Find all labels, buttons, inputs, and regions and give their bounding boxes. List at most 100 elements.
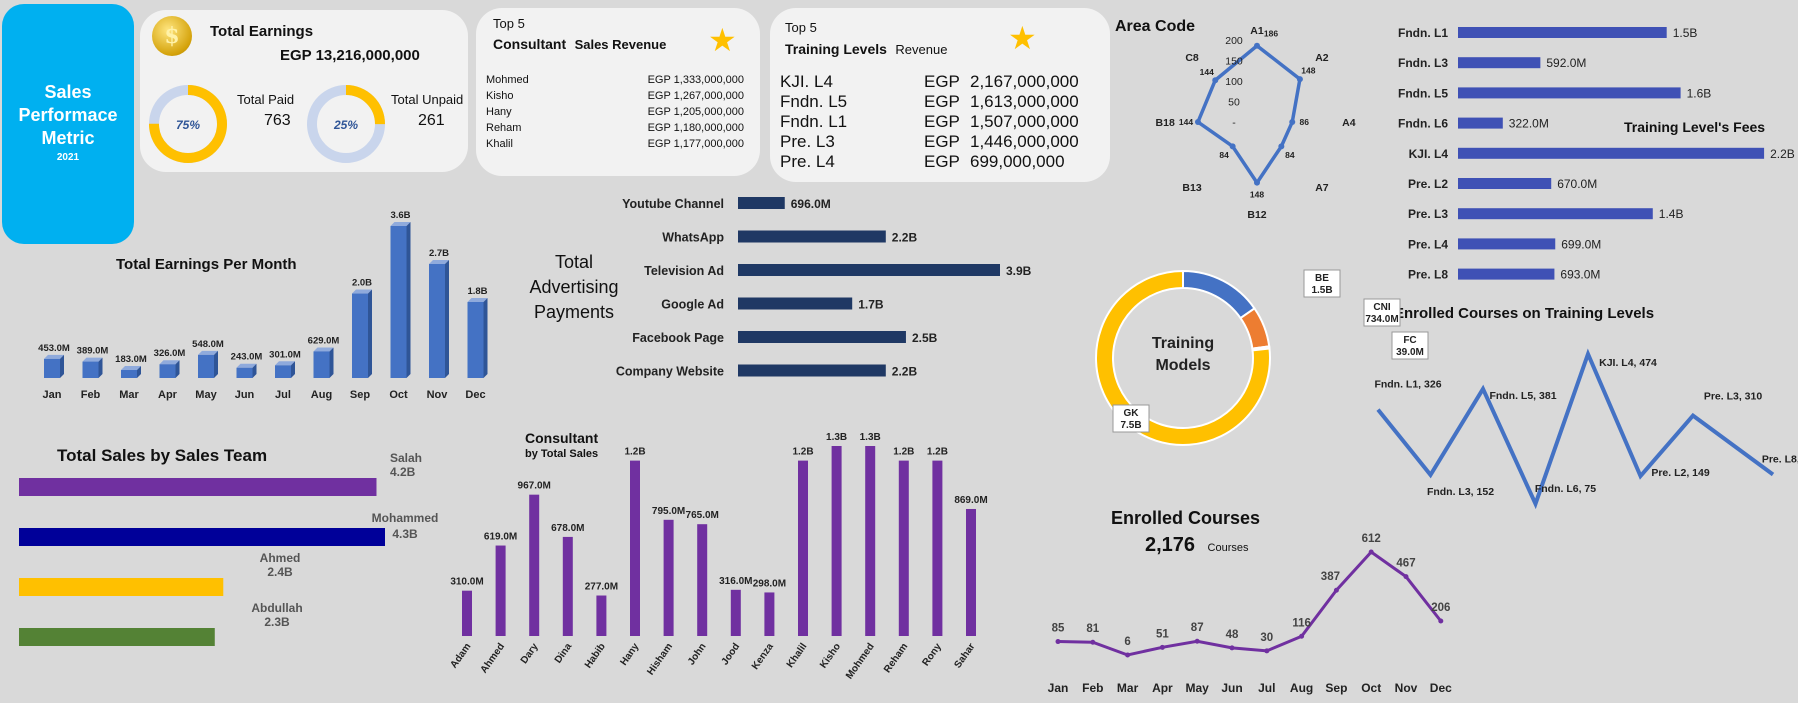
consultant-value: EGP 1,177,000,000 <box>647 138 744 150</box>
data-label: Fndn. L1, 326 <box>1374 379 1441 391</box>
tick-label: Jood <box>720 641 743 667</box>
bar <box>738 364 886 377</box>
title-line-3: Metric <box>41 128 95 148</box>
tick-label: Sep <box>1325 681 1347 695</box>
level-currency: EGP <box>924 152 960 171</box>
tick-label: A1 <box>1250 25 1264 37</box>
data-label: 1.3B <box>826 432 847 443</box>
axis-tick: - <box>1232 117 1236 129</box>
tick-label: Feb <box>1082 681 1103 695</box>
bar <box>932 460 943 636</box>
consultant-sales-title: Consultant by Total Sales <box>525 430 598 460</box>
bar <box>529 494 540 636</box>
data-point <box>1403 574 1409 580</box>
list-item: Mohmed EGP 1,333,000,000 <box>486 74 744 90</box>
title-year: 2021 <box>56 152 80 163</box>
bar-top <box>390 222 411 226</box>
data-label: 84 <box>1285 150 1295 160</box>
bar <box>313 351 330 378</box>
data-label: 81 <box>1086 623 1099 635</box>
level-value: 1,446,000,000 <box>970 132 1079 151</box>
tick-label: Mar <box>119 389 139 401</box>
bar-side <box>175 360 180 378</box>
tick-label: Mohmed <box>844 641 877 681</box>
tick-label: Jun <box>1221 681 1242 695</box>
bar <box>798 460 808 636</box>
tick-label: Pre. L8 <box>1408 268 1448 282</box>
consultant-name: Reham <box>486 122 522 134</box>
tick-label: Feb <box>81 389 101 401</box>
tick-label: Oct <box>1361 681 1381 695</box>
bar <box>966 508 976 636</box>
bar <box>495 545 506 636</box>
advertising-title-2: Advertising <box>529 277 619 297</box>
data-label: 3.6B <box>390 210 410 221</box>
area-code-title: Area Code <box>1115 18 1196 35</box>
data-label: 670.0M <box>1557 177 1597 191</box>
bar <box>1458 117 1503 129</box>
top-training-title: Training Levels Revenue <box>785 41 947 59</box>
enrolled-training-chart: Fndn. L1, 326 Fndn. L3, 152 Fndn. L5, 381 F… <box>1374 348 1798 510</box>
legend-label: GK <box>1124 408 1140 419</box>
data-label: 1.8B <box>467 286 487 297</box>
enrolled-courses-title: Enrolled Courses <box>1111 508 1261 528</box>
data-label-box <box>1303 269 1341 298</box>
bar <box>275 365 291 378</box>
consultant-sales-title-1: Consultant <box>525 430 599 446</box>
bar <box>1458 208 1653 220</box>
bar-top <box>159 360 180 365</box>
advertising-title-1: Total <box>554 252 594 272</box>
bar-top <box>44 354 64 359</box>
top-training-list: KJI. L4 EGP 2,167,000,000 Fndn. L5 EGP 1,613… <box>780 72 1100 172</box>
title-line-2: Performace <box>18 105 118 125</box>
data-label: 1.2B <box>927 447 948 458</box>
bar <box>738 297 853 310</box>
tick-label: Mohammed <box>372 511 439 525</box>
bar-top <box>429 260 449 264</box>
bar <box>1458 147 1765 159</box>
paid-value: 763 <box>264 112 291 129</box>
data-label: 87 <box>1191 622 1204 634</box>
level-name: Fndn. L5 <box>780 92 848 111</box>
level-value: 699,000,000 <box>970 152 1065 171</box>
bar <box>82 361 99 378</box>
tick-label: Jan <box>43 389 62 401</box>
unpaid-label: Total Unpaid <box>391 92 464 107</box>
tick-label: B12 <box>1247 209 1266 221</box>
bar <box>1458 238 1556 250</box>
data-label: 186 <box>1264 29 1278 39</box>
data-label: 795.0M <box>652 506 685 517</box>
data-point <box>1254 42 1260 49</box>
top-consultants-list: Mohmed EGP 1,333,000,000 Kisho EGP 1,267,0… <box>486 74 744 154</box>
list-item: Fndn. L5 EGP 1,613,000,000 <box>780 92 1100 112</box>
data-label: 6 <box>1124 636 1130 648</box>
data-point <box>1194 119 1201 125</box>
bar <box>738 331 906 343</box>
bar <box>738 264 1000 276</box>
data-label: 1.3B <box>860 432 881 443</box>
top-consultants-top: Top 5 <box>493 16 525 31</box>
tick-label: John <box>686 641 709 667</box>
tick-label: KJI. L4 <box>1409 147 1449 161</box>
bar-top <box>236 363 257 368</box>
tick-label: Jul <box>1258 681 1275 695</box>
data-label: 1.4B <box>1659 207 1684 221</box>
data-label-box <box>1112 404 1150 433</box>
data-label: 734.0M <box>1365 314 1398 325</box>
bar <box>630 460 640 636</box>
bar <box>738 230 886 243</box>
data-point <box>1296 76 1303 83</box>
consultant-value: EGP 1,180,000,000 <box>647 122 744 134</box>
tick-label: Adam <box>449 641 474 670</box>
training-fees-title: Training Level's Fees <box>1624 119 1766 135</box>
top-training-title2: Revenue <box>895 42 948 57</box>
bar <box>19 578 224 596</box>
tick-label: Fndn. L6 <box>1398 117 1448 131</box>
tick-label: Pre. L2 <box>1408 177 1448 191</box>
data-label: 243.0M <box>231 352 263 363</box>
data-point <box>1299 633 1305 639</box>
tick-label: Jul <box>275 389 291 401</box>
